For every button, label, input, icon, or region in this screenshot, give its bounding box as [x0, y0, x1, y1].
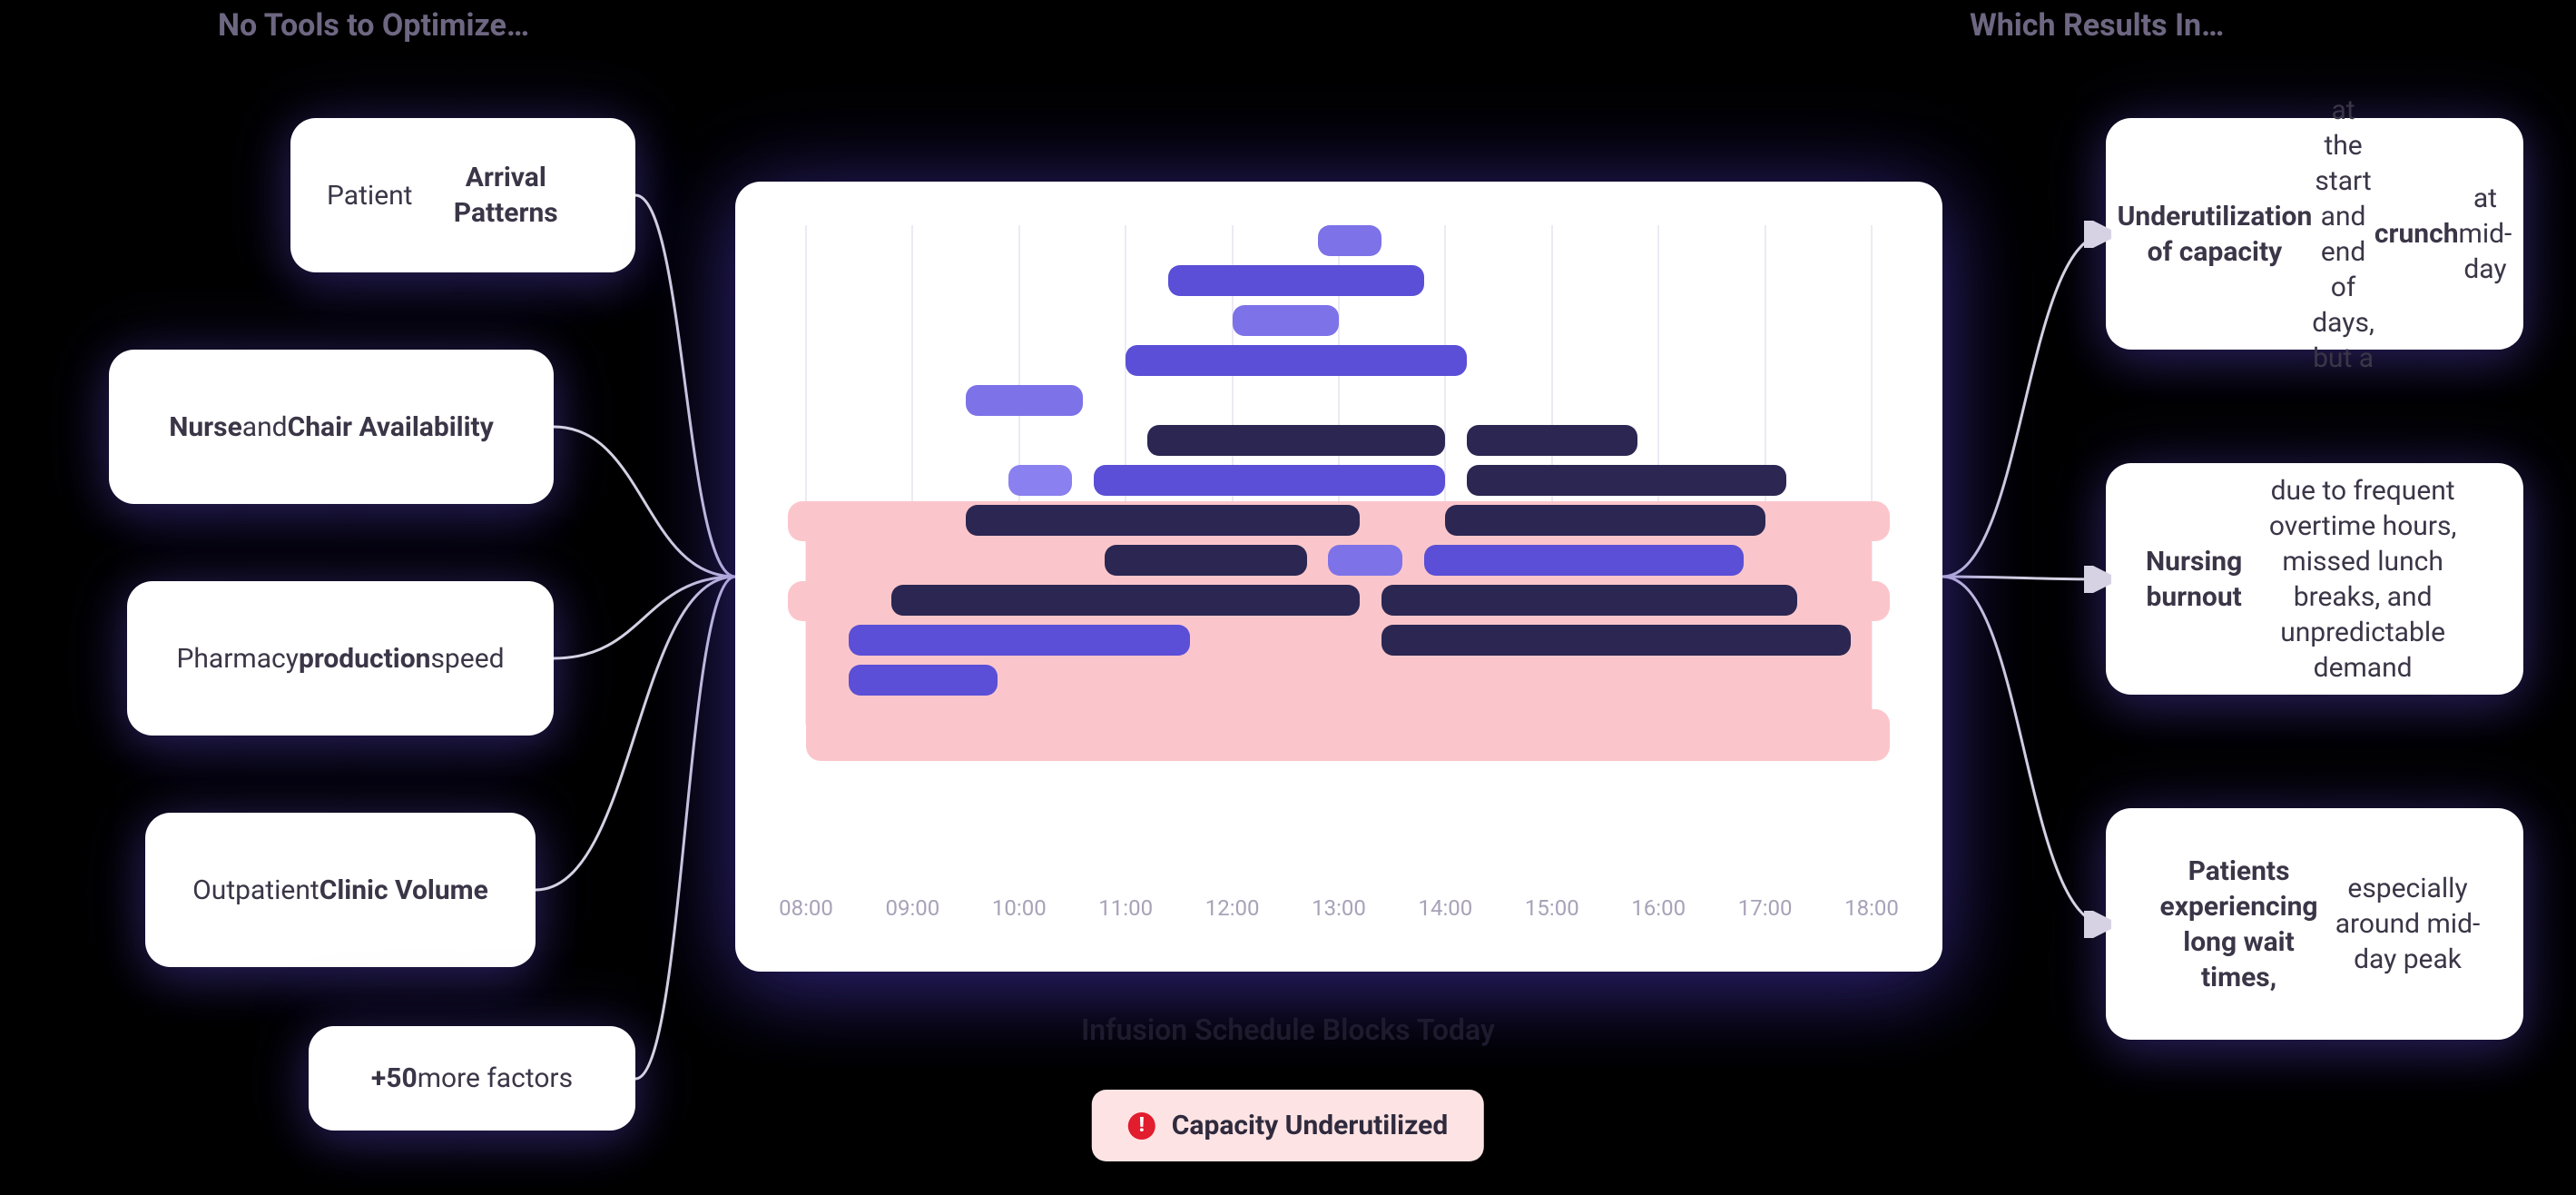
- schedule-bar: [891, 585, 1361, 616]
- x-tick-label: 16:00: [1631, 895, 1686, 921]
- schedule-bar: [1105, 545, 1307, 576]
- x-tick-label: 14:00: [1419, 895, 1473, 921]
- x-tick-label: 11:00: [1098, 895, 1153, 921]
- schedule-bar: [1424, 545, 1744, 576]
- left-card-4: +50 more factors: [309, 1026, 635, 1131]
- x-tick-label: 09:00: [886, 895, 940, 921]
- underutilization-band: [1765, 501, 1890, 541]
- schedule-bar: [1467, 425, 1637, 456]
- schedule-bar: [849, 665, 998, 696]
- x-tick-label: 08:00: [779, 895, 833, 921]
- left-card-3: Outpatient Clinic Volume: [145, 813, 536, 967]
- badge-text: Capacity Underutilized: [1172, 1110, 1448, 1141]
- alert-icon: !: [1128, 1112, 1155, 1140]
- schedule-bar: [966, 385, 1083, 416]
- heading-left: No Tools to Optimize…: [218, 7, 529, 44]
- schedule-bar: [1381, 585, 1797, 616]
- x-tick-label: 15:00: [1525, 895, 1579, 921]
- schedule-bar: [1094, 465, 1445, 496]
- right-card-0: Underutilization of capacity at the star…: [2106, 118, 2523, 350]
- left-card-1: Nurse and Chair Availability: [109, 350, 554, 504]
- right-card-1: Nursing burnout due to frequent overtime…: [2106, 463, 2523, 695]
- x-tick-label: 12:00: [1205, 895, 1260, 921]
- left-card-0: Patient Arrival Patterns: [290, 118, 635, 272]
- right-card-2: Patients experiencing long wait times, e…: [2106, 808, 2523, 1040]
- schedule-bar: [1445, 505, 1765, 536]
- gantt-chart-panel: 08:00 09:00 10:00 11:00 12:00 13:00 14:00 15:00…: [735, 182, 1942, 972]
- schedule-bar: [1233, 305, 1339, 336]
- underutilization-band: [788, 581, 891, 621]
- x-tick-label: 18:00: [1844, 895, 1899, 921]
- schedule-bar: [966, 505, 1360, 536]
- schedule-bar: [1168, 265, 1424, 296]
- left-card-2: Pharmacy production speed: [127, 581, 554, 736]
- x-tick-label: 13:00: [1312, 895, 1366, 921]
- chart-caption: Infusion Schedule Blocks Today: [1081, 1012, 1495, 1047]
- schedule-bar: [849, 625, 1190, 656]
- underutilization-band: [788, 501, 966, 541]
- x-tick-label: 10:00: [992, 895, 1047, 921]
- schedule-bar: [1008, 465, 1072, 496]
- underutilization-band: [1797, 581, 1890, 621]
- x-tick-label: 17:00: [1738, 895, 1793, 921]
- schedule-bar: [1381, 625, 1851, 656]
- schedule-bar: [1147, 425, 1446, 456]
- schedule-bar: [1318, 225, 1381, 256]
- schedule-bar: [1126, 345, 1467, 376]
- schedule-bar: [1467, 465, 1786, 496]
- heading-right: Which Results In…: [1970, 7, 2224, 44]
- schedule-bar: [1328, 545, 1402, 576]
- capacity-badge: ! Capacity Underutilized: [1092, 1090, 1484, 1161]
- underutilization-band: [998, 709, 1890, 761]
